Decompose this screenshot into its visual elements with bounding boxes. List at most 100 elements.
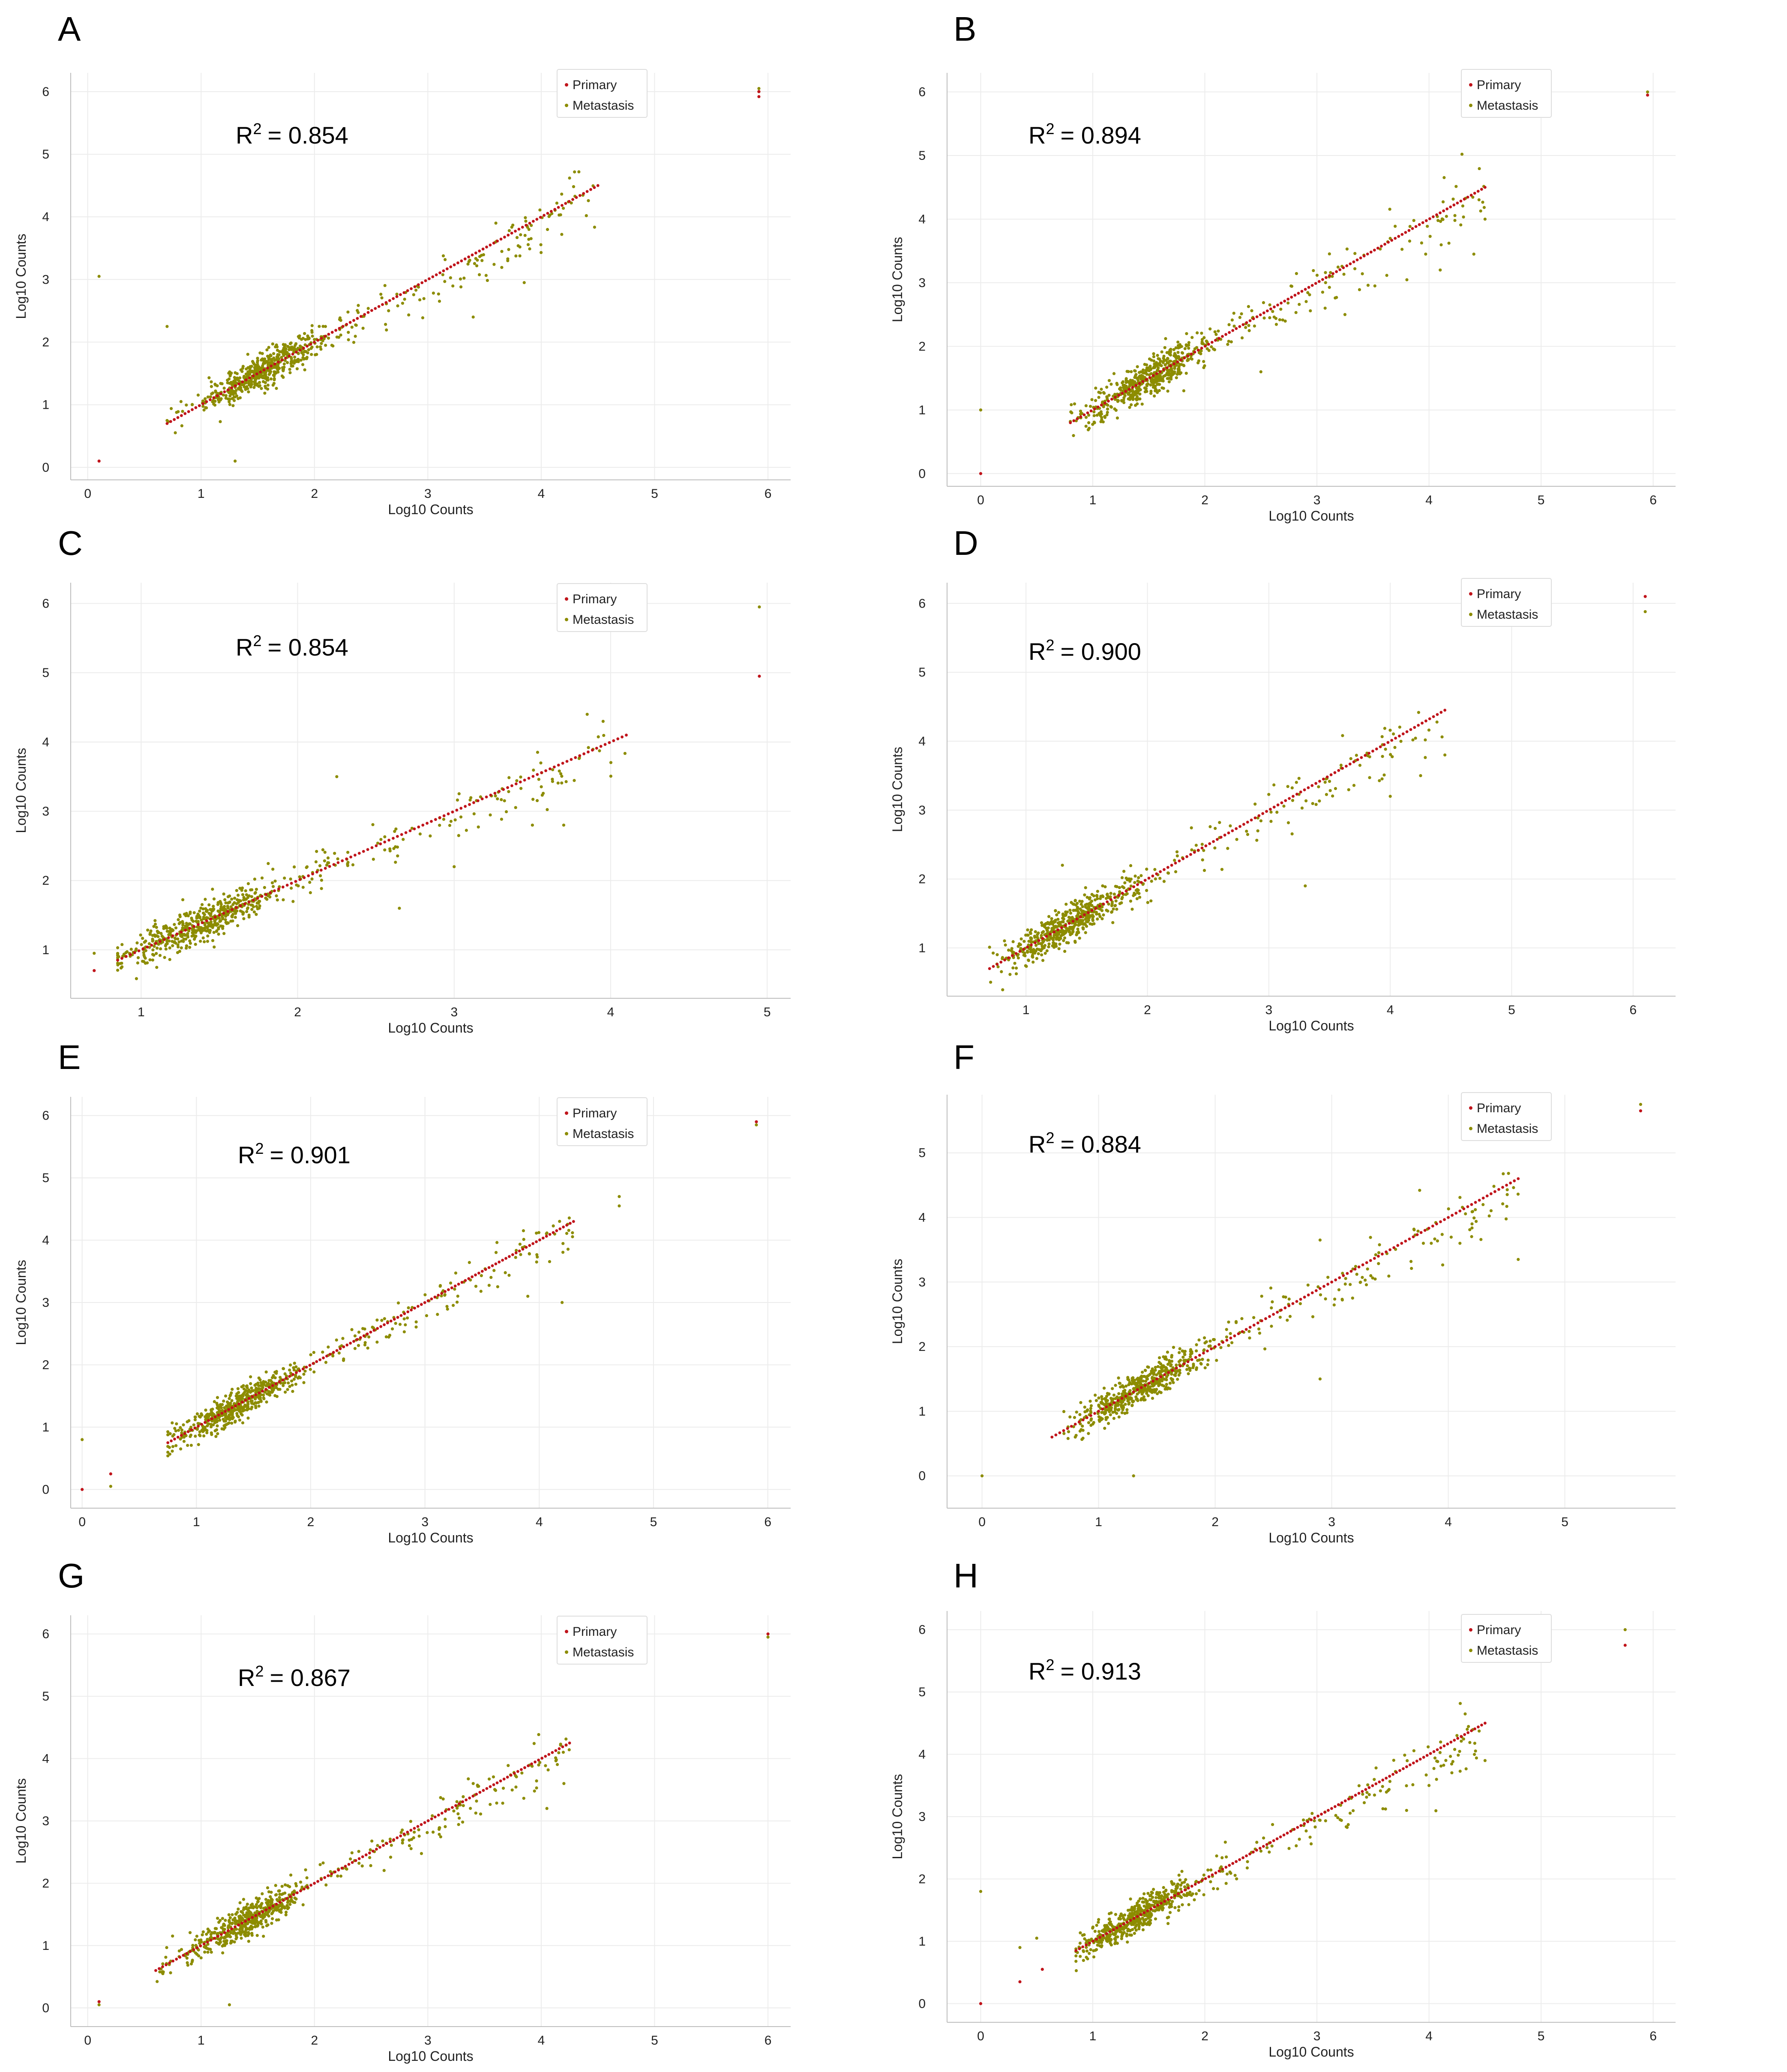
- primary-point: [1501, 1186, 1504, 1189]
- metastasis-point: [1270, 1324, 1273, 1328]
- primary-point: [335, 1349, 339, 1352]
- metastasis-point: [237, 397, 240, 400]
- metastasis-point: [1076, 907, 1079, 910]
- panel-letter: B: [953, 10, 976, 48]
- metastasis-point: [1343, 1282, 1347, 1286]
- primary-point: [1014, 952, 1018, 955]
- metastasis-point: [1235, 838, 1238, 841]
- primary-point: [243, 902, 246, 906]
- primary-point: [1143, 879, 1147, 882]
- metastasis-point: [186, 934, 189, 937]
- primary-point: [1124, 889, 1128, 893]
- primary-point: [306, 344, 309, 348]
- metastasis-point: [219, 397, 223, 401]
- primary-point: [247, 1397, 251, 1400]
- metastasis-point: [201, 1428, 205, 1431]
- legend-label-primary: Primary: [1477, 587, 1521, 601]
- y-tick-label: 5: [918, 1146, 926, 1160]
- primary-point: [167, 936, 170, 939]
- metastasis-point: [1115, 382, 1118, 385]
- metastasis-point: [1238, 316, 1241, 319]
- metastasis-point: [1240, 336, 1244, 340]
- metastasis-point: [283, 876, 286, 880]
- metastasis-point: [1400, 248, 1404, 251]
- primary-point: [176, 1435, 180, 1439]
- primary-point: [1010, 954, 1014, 957]
- metastasis-point: [1441, 200, 1445, 204]
- metastasis-point: [1255, 838, 1259, 842]
- metastasis-point: [1353, 267, 1357, 270]
- metastasis-point: [168, 939, 171, 943]
- metastasis-point: [1351, 1296, 1354, 1300]
- metastasis-point: [489, 813, 492, 817]
- y-tick-label: 1: [42, 398, 49, 412]
- primary-point: [1253, 816, 1257, 820]
- primary-point: [1159, 870, 1162, 873]
- metastasis-point: [438, 823, 441, 827]
- primary-point: [354, 853, 357, 857]
- metastasis-point: [347, 331, 350, 334]
- primary-point: [1383, 243, 1386, 246]
- primary-point: [1145, 378, 1148, 381]
- metastasis-point: [1453, 219, 1457, 222]
- metastasis-point: [394, 860, 397, 864]
- primary-point: [572, 1220, 575, 1223]
- metastasis-point: [136, 961, 139, 965]
- x-tick-label: 4: [1445, 1515, 1452, 1529]
- metastasis-point: [175, 410, 178, 414]
- primary-point: [356, 1338, 359, 1341]
- metastasis-point: [1152, 355, 1156, 359]
- primary-point: [307, 874, 310, 877]
- metastasis-point: [1472, 1216, 1476, 1220]
- metastasis-point: [262, 1396, 265, 1400]
- metastasis-point: [1384, 748, 1387, 751]
- metastasis-point: [1290, 832, 1294, 835]
- primary-point: [345, 323, 348, 326]
- primary-point: [1158, 370, 1162, 373]
- metastasis-point: [1031, 955, 1034, 959]
- primary-point: [471, 253, 474, 257]
- primary-point: [251, 1395, 254, 1398]
- metastasis-point: [228, 370, 231, 374]
- metastasis-point: [441, 254, 445, 258]
- metastasis-point: [1069, 933, 1072, 937]
- metastasis-point: [538, 208, 542, 212]
- metastasis-point: [276, 368, 279, 372]
- metastasis-point: [1166, 1350, 1169, 1354]
- legend-label-metastasis: Metastasis: [1477, 608, 1538, 622]
- metastasis-point: [269, 377, 273, 381]
- metastasis-point: [298, 334, 301, 338]
- metastasis-point: [1109, 383, 1113, 386]
- metastasis-point: [326, 856, 330, 859]
- metastasis-point: [1208, 1339, 1212, 1343]
- metastasis-point: [1081, 1437, 1085, 1440]
- metastasis-point: [1424, 756, 1427, 759]
- metastasis-point: [258, 380, 261, 384]
- primary-point: [1190, 352, 1193, 356]
- primary-point: [453, 263, 456, 266]
- metastasis-point: [222, 386, 226, 390]
- metastasis-point: [211, 398, 215, 402]
- metastasis-point: [181, 898, 185, 901]
- primary-point: [370, 846, 374, 849]
- primary-point: [193, 1426, 197, 1430]
- metastasis-point: [1096, 897, 1099, 901]
- primary-point: [485, 246, 488, 249]
- metastasis-point: [320, 887, 323, 890]
- primary-point: [502, 788, 505, 791]
- primary-point: [536, 773, 539, 776]
- primary-point: [247, 900, 251, 904]
- metastasis-point: [1311, 1315, 1315, 1318]
- metastasis-point: [249, 1382, 252, 1385]
- metastasis-point: [217, 932, 220, 936]
- primary-point: [213, 1415, 217, 1419]
- primary-point: [349, 1341, 352, 1345]
- primary-point: [1112, 1401, 1116, 1404]
- metastasis-point: [226, 378, 229, 382]
- primary-point: [1435, 213, 1438, 216]
- metastasis-point: [1185, 1368, 1189, 1371]
- metastasis-point: [194, 1434, 197, 1438]
- x-tick-label: 5: [764, 1005, 771, 1019]
- metastasis-point: [153, 919, 157, 922]
